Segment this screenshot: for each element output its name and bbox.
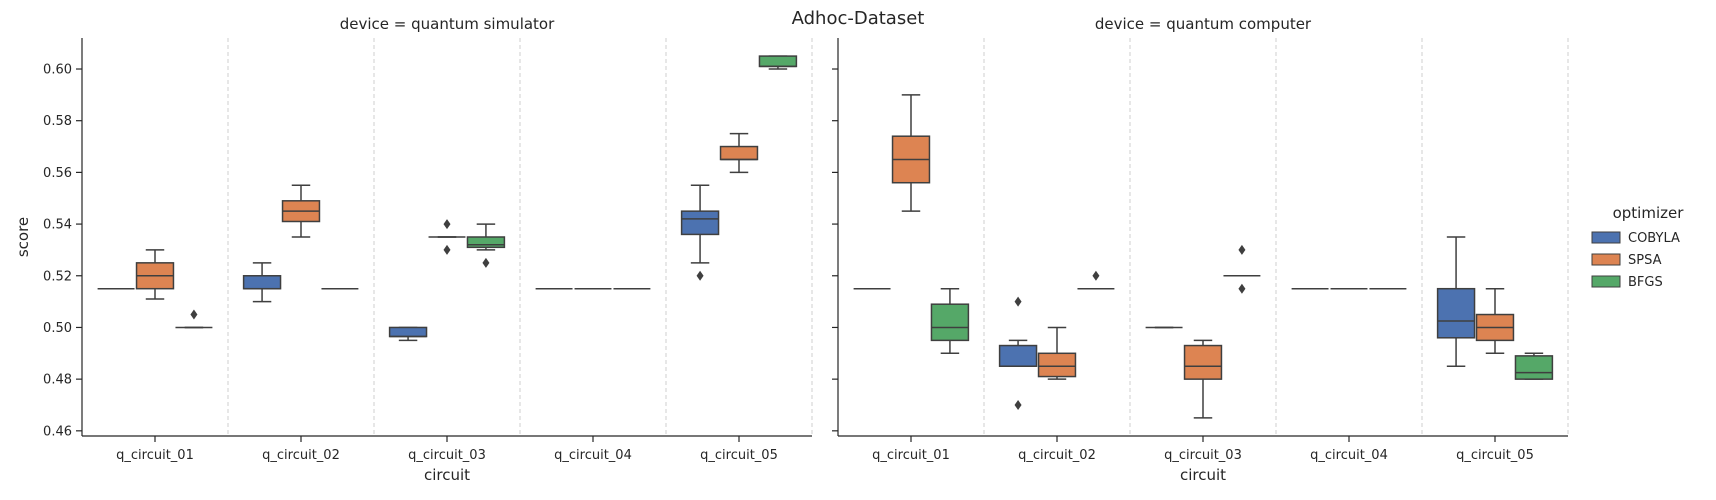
box-q_circuit_03-bfgs xyxy=(466,223,506,268)
y-tick-label: 0.54 xyxy=(43,218,72,233)
x-tick-label: q_circuit_04 xyxy=(1310,448,1388,463)
x-axis-title: circuit xyxy=(1180,466,1226,484)
box-q_circuit_05-cobyla xyxy=(680,184,720,281)
box-q_circuit_02-bfgs xyxy=(1077,270,1115,290)
box-body xyxy=(388,326,428,338)
x-tick-label: q_circuit_02 xyxy=(262,448,340,463)
legend: optimizer COBYLA SPSA BFGS xyxy=(1591,204,1685,290)
box-q_circuit_05-spsa xyxy=(719,132,759,174)
legend-swatch-cobyla xyxy=(1591,231,1621,244)
y-tick-label: 0.48 xyxy=(43,373,72,388)
y-tick-label: 0.50 xyxy=(43,321,72,336)
outlier-point xyxy=(1238,244,1246,255)
legend-label-cobyla: COBYLA xyxy=(1628,231,1680,246)
outlier-point xyxy=(190,309,198,320)
outlier-point xyxy=(482,257,490,268)
box-q_circuit_05-spsa xyxy=(1475,287,1515,355)
box-q_circuit_03-cobyla xyxy=(388,326,428,342)
outlier-point xyxy=(443,219,451,230)
box-body xyxy=(998,344,1038,367)
box-body xyxy=(1436,287,1476,339)
box-q_circuit_05-bfgs xyxy=(1514,352,1554,380)
box-body xyxy=(466,236,506,249)
x-tick-label: q_circuit_03 xyxy=(408,448,486,463)
box-q_circuit_05-bfgs xyxy=(758,55,798,70)
y-tick-label: 0.46 xyxy=(43,424,72,439)
panel-title: device = quantum simulator xyxy=(340,15,555,33)
y-tick-label: 0.58 xyxy=(43,114,72,129)
box-q_circuit_01-spsa xyxy=(891,94,931,212)
legend-title: optimizer xyxy=(1613,204,1685,222)
x-tick-label: q_circuit_05 xyxy=(1456,448,1534,463)
box-body xyxy=(680,210,720,236)
box-q_circuit_03-spsa xyxy=(428,219,466,255)
facet-panel-1: device = quantum simulator 0.46 0.48 0.50 0.… xyxy=(14,15,813,484)
y-tick-label: 0.56 xyxy=(43,166,72,181)
box-body xyxy=(758,55,798,68)
box-q_circuit_03-spsa xyxy=(1183,339,1223,419)
outlier-point xyxy=(1014,296,1022,307)
legend-label-spsa: SPSA xyxy=(1628,253,1662,268)
x-tick-label: q_circuit_01 xyxy=(116,448,194,463)
x-tick-label: q_circuit_02 xyxy=(1018,448,1096,463)
x-tick-label: q_circuit_05 xyxy=(700,448,778,463)
box-body xyxy=(1514,355,1554,380)
box-q_circuit_02-cobyla xyxy=(242,262,282,303)
legend-label-bfgs: BFGS xyxy=(1628,275,1663,290)
facet-panels: device = quantum simulator 0.46 0.48 0.50 0.… xyxy=(14,15,1569,484)
panel-title: device = quantum computer xyxy=(1095,15,1312,33)
y-axis-title: score xyxy=(14,217,32,257)
x-tick-label: q_circuit_01 xyxy=(872,448,950,463)
y-tick-label: 0.52 xyxy=(43,269,72,284)
facet-panel-2: device = quantum computer q_circuit_01 q_c… xyxy=(832,15,1569,484)
box-q_circuit_05-cobyla xyxy=(1436,236,1476,367)
box-body xyxy=(930,303,970,342)
legend-swatch-spsa xyxy=(1591,253,1621,266)
outlier-point xyxy=(696,270,704,281)
box-body xyxy=(719,145,759,161)
box-q_circuit_02-spsa xyxy=(281,184,321,238)
chart-title: Adhoc-Dataset xyxy=(792,8,925,29)
x-axis-title: circuit xyxy=(424,466,470,484)
box-body xyxy=(1183,344,1223,380)
outlier-point xyxy=(1092,270,1100,281)
box-q_circuit_02-cobyla xyxy=(998,296,1038,410)
outlier-point xyxy=(1238,283,1246,294)
box-q_circuit_02-spsa xyxy=(1037,326,1077,380)
y-tick-label: 0.60 xyxy=(43,63,72,78)
outlier-point xyxy=(1014,399,1022,410)
legend-swatch-bfgs xyxy=(1591,275,1621,288)
x-tick-label: q_circuit_04 xyxy=(554,448,632,463)
box-q_circuit_01-spsa xyxy=(135,249,175,300)
box-body xyxy=(1037,352,1077,378)
box-q_circuit_01-bfgs xyxy=(175,309,213,329)
box-body xyxy=(242,275,282,290)
x-tick-label: q_circuit_03 xyxy=(1164,448,1242,463)
box-q_circuit_03-bfgs xyxy=(1223,244,1261,294)
outlier-point xyxy=(443,244,451,255)
box-q_circuit_01-bfgs xyxy=(930,287,970,355)
